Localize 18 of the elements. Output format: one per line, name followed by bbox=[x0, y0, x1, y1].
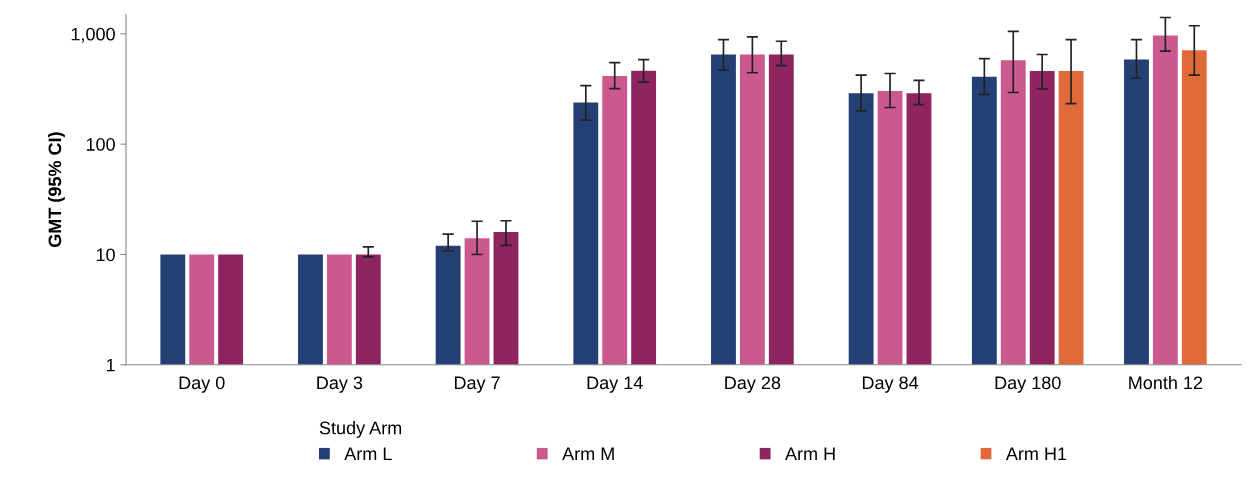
y-tick-label: 1,000 bbox=[71, 27, 115, 43]
x-tick-label: Month 12 bbox=[1129, 375, 1203, 390]
x-tick-label: Day 3 bbox=[317, 376, 363, 393]
y-tick-label: 10 bbox=[96, 248, 115, 262]
legend-title: Study Arm bbox=[319, 421, 402, 438]
x-tick-label: Day 28 bbox=[725, 376, 781, 393]
legend-label: Arm H bbox=[785, 447, 835, 460]
x-tick-label: Day 84 bbox=[862, 376, 919, 393]
x-tick-label: Day 14 bbox=[587, 376, 643, 393]
legend-label: Arm H1 bbox=[1005, 447, 1067, 460]
y-axis-title: GMT (95% CI) bbox=[48, 132, 65, 248]
legend-label: Arm M bbox=[562, 447, 614, 460]
y-tick-label: 1 bbox=[106, 358, 115, 372]
x-tick-label: Day 180 bbox=[995, 376, 1061, 393]
y-tick-label: 100 bbox=[86, 138, 115, 151]
legend-label: Arm L bbox=[344, 447, 392, 460]
x-tick-label: Day 7 bbox=[454, 376, 500, 393]
x-tick-label: Day 0 bbox=[179, 376, 225, 393]
